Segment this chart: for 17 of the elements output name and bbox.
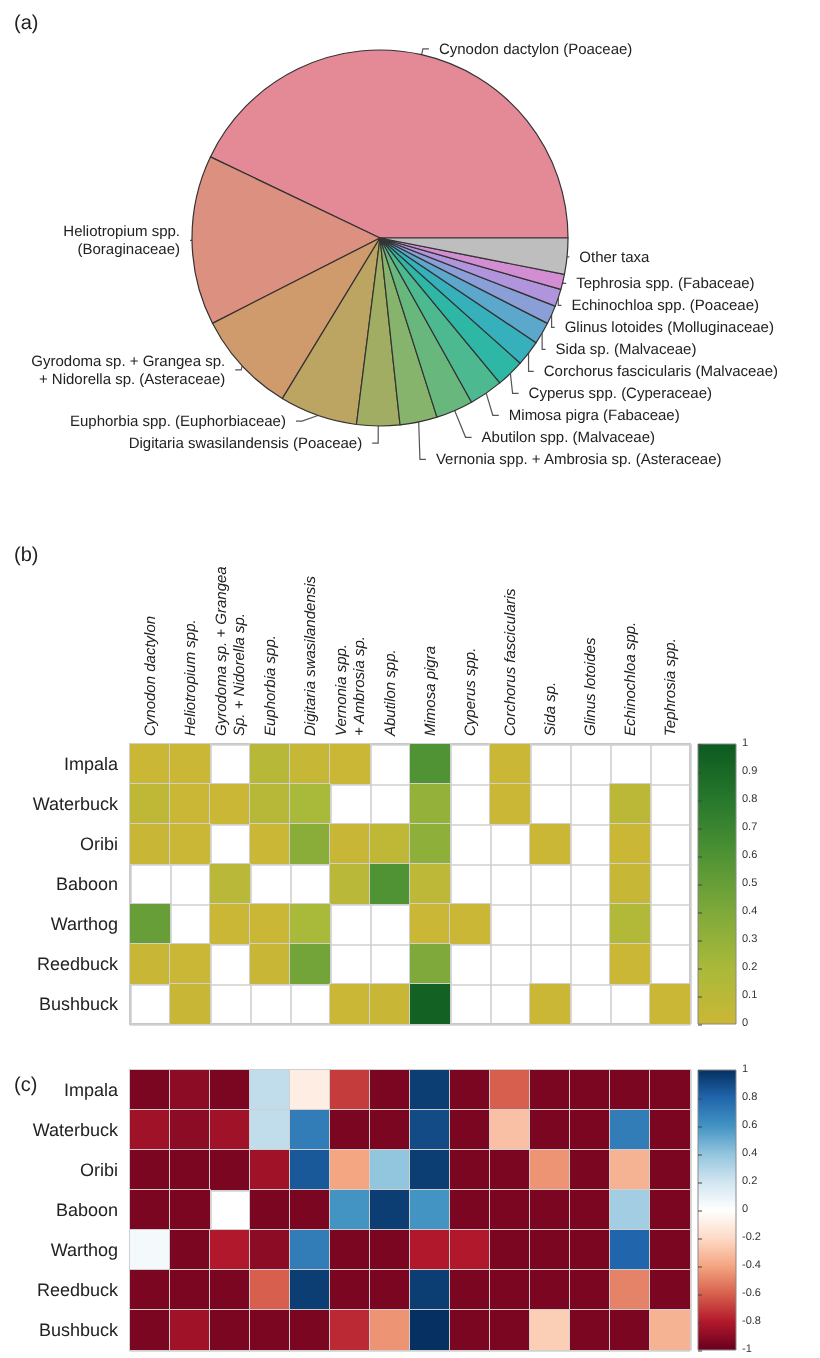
y-tick-label: Warthog — [50, 1240, 118, 1260]
y-tick-label: Warthog — [50, 914, 118, 934]
y-tick-label: Bushbuck — [38, 994, 119, 1014]
y-tick-label: Baboon — [55, 1200, 118, 1220]
y-tick-label: Impala — [63, 1080, 118, 1100]
chart-title: (a) — [14, 13, 39, 35]
y-tick-label: Baboon — [55, 874, 118, 894]
y-tick-label: Oribi — [79, 1160, 118, 1180]
y-tick-label: Reedbuck — [36, 1280, 119, 1300]
chart-title: (b) — [14, 545, 39, 567]
y-tick-label: Waterbuck — [32, 1120, 119, 1140]
y-tick-label: Bushbuck — [38, 1320, 119, 1340]
y-tick-label: Reedbuck — [36, 954, 119, 974]
chart-title: (c) — [14, 1075, 38, 1097]
y-tick-label: Waterbuck — [32, 794, 119, 814]
y-tick-label: Impala — [63, 754, 118, 774]
y-tick-label: Oribi — [79, 834, 118, 854]
